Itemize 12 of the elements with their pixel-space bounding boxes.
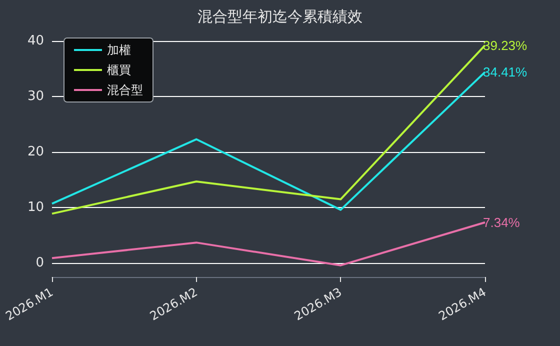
y-tick-label: 40: [27, 34, 44, 48]
y-tick-label: 0: [36, 256, 44, 271]
legend-label: 櫃買: [107, 63, 131, 77]
y-tick-label: 20: [27, 144, 44, 160]
data-label: 34.41%: [483, 64, 528, 80]
chart-title: 混合型年初迄今累積績效: [198, 8, 362, 26]
data-label: 39.23%: [483, 38, 528, 53]
legend-label: 混合型: [107, 83, 143, 97]
y-tick-label: 10: [27, 200, 44, 216]
data-label: 7.34%: [483, 214, 520, 230]
y-tick-label: 30: [27, 89, 44, 104]
legend-label: 加權: [107, 43, 131, 57]
